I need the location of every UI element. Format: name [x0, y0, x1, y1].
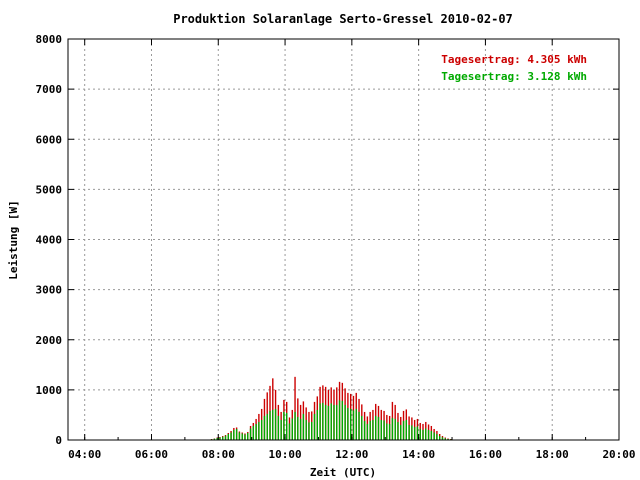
- bars: [210, 376, 452, 440]
- y-tick-label: 1000: [36, 384, 63, 397]
- legend-entry-1: Tagesertrag: 4.305 kWh: [441, 53, 587, 66]
- x-tick-label: 04:00: [68, 448, 101, 461]
- y-tick-label: 3000: [36, 284, 63, 297]
- chart-title: Produktion Solaranlage Serto-Gressel 201…: [173, 12, 513, 26]
- y-tick-label: 5000: [36, 183, 63, 196]
- y-axis-label: Leistung [W]: [7, 200, 20, 279]
- y-tick-label: 7000: [36, 83, 63, 96]
- y-tick-labels: 0 1000 2000 3000 4000 5000 6000 7000 8000: [36, 33, 63, 447]
- y-tick-label: 6000: [36, 133, 63, 146]
- x-tick-label: 14:00: [402, 448, 435, 461]
- x-tick-label: 10:00: [268, 448, 301, 461]
- x-axis-label: Zeit (UTC): [310, 466, 376, 479]
- x-tick-label: 20:00: [602, 448, 635, 461]
- y-tick-label: 0: [55, 434, 62, 447]
- grid: [68, 39, 619, 440]
- x-tick-label: 18:00: [536, 448, 569, 461]
- x-tick-label: 06:00: [135, 448, 168, 461]
- x-tick-labels: 04:00 06:00 08:00 10:00 12:00 14:00 16:00 18:00…: [68, 448, 635, 461]
- x-tick-label: 16:00: [469, 448, 502, 461]
- y-tick-label: 2000: [36, 334, 63, 347]
- x-tick-label: 12:00: [335, 448, 368, 461]
- ticks: [68, 38, 620, 441]
- y-tick-label: 4000: [36, 234, 63, 247]
- x-tick-label: 08:00: [202, 448, 235, 461]
- y-tick-label: 8000: [36, 33, 63, 46]
- legend-entry-2: Tagesertrag: 3.128 kWh: [441, 70, 587, 83]
